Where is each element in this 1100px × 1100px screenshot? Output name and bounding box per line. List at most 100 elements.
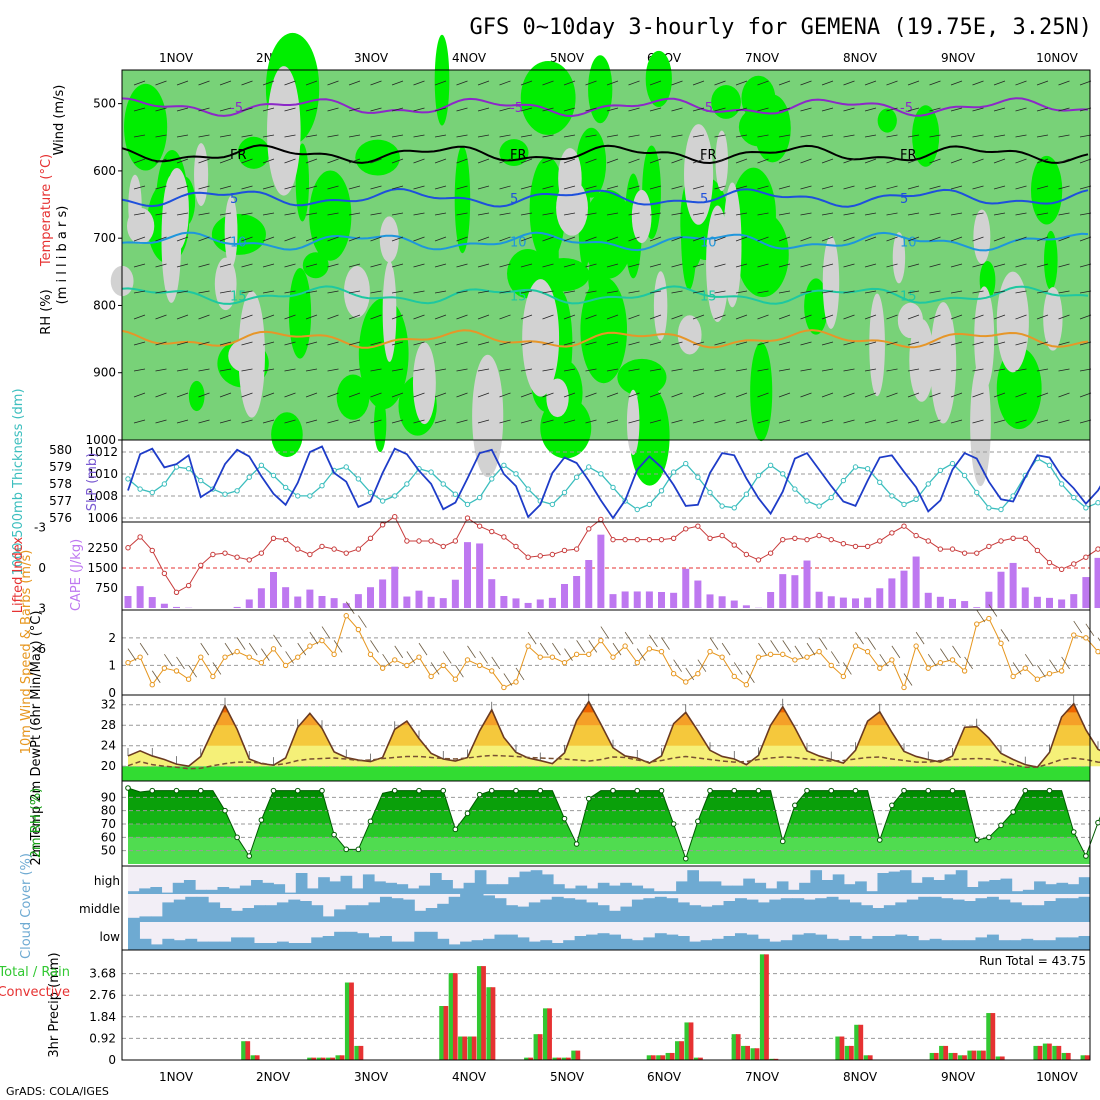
wind-barb — [800, 134, 812, 138]
cloud-bar — [128, 891, 140, 894]
wind-barb — [305, 341, 318, 346]
wind-barb — [1058, 134, 1070, 138]
rh-dry-patch — [892, 232, 906, 284]
chart-title: GFS 0~10day 3-hourly for GEMENA (19.75E,… — [469, 15, 1092, 40]
cloud-bar — [743, 878, 755, 894]
wind-barb — [1079, 236, 1092, 242]
rh-point — [755, 787, 762, 794]
rh-moist-patch — [645, 50, 672, 108]
slp-tick-label: 1008 — [87, 489, 118, 503]
cloud-bar — [975, 937, 988, 950]
wind-barb — [800, 80, 812, 86]
lifted-index-point — [961, 550, 968, 556]
wind-barb — [133, 212, 146, 216]
thickness-point — [598, 471, 604, 477]
wind-barb — [456, 392, 468, 398]
lifted-index-point — [864, 543, 871, 550]
wind-barb — [649, 185, 662, 190]
wind-barb-10m — [588, 640, 598, 653]
wind-barb — [284, 236, 296, 242]
rh-moist-patch — [580, 276, 628, 384]
wind-barb — [198, 341, 210, 346]
wind-barb — [219, 392, 232, 398]
date-tick-bottom: 10NOV — [1036, 1070, 1078, 1084]
rh-point — [585, 795, 592, 802]
wind-barb-10m — [867, 637, 876, 650]
cape-bar — [900, 570, 908, 608]
pressure-tick-label: 600 — [93, 164, 116, 178]
slp-tick-label: 1006 — [87, 511, 118, 525]
wind-barb — [907, 212, 920, 216]
thickness-point — [925, 481, 931, 487]
isotherm-label: -5 — [510, 101, 523, 116]
cloud-bar — [485, 884, 498, 894]
wind-barb — [929, 314, 941, 320]
thickness-point — [137, 486, 143, 492]
cloud-bar — [689, 905, 702, 922]
rh-moist-patch — [358, 298, 409, 410]
wind-speed-point — [634, 659, 640, 666]
wind-barb — [864, 134, 877, 138]
wind-barb — [499, 368, 511, 372]
wind-barb — [821, 107, 834, 112]
cloud-bar — [620, 938, 633, 950]
precip-convective-bar — [490, 987, 496, 1060]
thickness-point — [185, 466, 192, 472]
wind-barb — [456, 419, 468, 424]
pressure-tick-label: 500 — [93, 97, 116, 111]
wind-barb — [886, 290, 898, 294]
rh-point — [1083, 853, 1089, 859]
cloud-bar — [895, 934, 908, 950]
wind-barb — [778, 212, 791, 216]
precip-convective-bar — [764, 954, 769, 1060]
wind-barb — [520, 158, 533, 164]
cloud-bar — [265, 905, 278, 922]
precip-total-bar — [976, 1050, 983, 1060]
rh-moist-patch — [629, 386, 670, 486]
wind-barb — [563, 392, 576, 398]
cloud-bar — [334, 931, 347, 950]
wind-barb — [950, 290, 963, 294]
cape-bar — [342, 603, 350, 608]
thickness-point — [864, 466, 871, 472]
wind-barb — [563, 236, 576, 242]
footer-credit: GrADS: COLA/IGES — [6, 1085, 109, 1098]
wind-barb — [735, 392, 748, 398]
wind-barb — [198, 107, 210, 112]
wind-barb — [434, 236, 447, 242]
cloud-bar — [284, 892, 297, 894]
wind-barb — [735, 236, 748, 242]
wind-barb — [843, 236, 855, 242]
precip-total-bar — [561, 1057, 568, 1060]
wind-barb — [692, 236, 705, 242]
precip-convective-bar — [471, 1036, 477, 1060]
wind-barb — [241, 236, 253, 242]
wind-barb — [499, 392, 511, 398]
thickness-point — [646, 501, 653, 508]
precip-convective-bar — [990, 1013, 996, 1060]
wind-barb — [993, 80, 1006, 86]
rh-point — [197, 787, 204, 794]
wind-barb — [778, 158, 791, 164]
slp-tick-label: 1012 — [87, 445, 118, 459]
thickness-point — [792, 486, 798, 492]
wind-barb — [800, 185, 812, 190]
wind-barb — [348, 341, 361, 346]
wind-barb — [1015, 341, 1027, 346]
wind-tick-label: 2 — [108, 631, 116, 645]
cloud-bar — [754, 882, 767, 894]
rh-moist-patch — [750, 342, 773, 442]
wind-barb — [864, 392, 877, 398]
wind-barb-10m — [855, 631, 864, 645]
lifted-index-point — [622, 536, 628, 543]
cloud-bar — [564, 888, 576, 894]
wind-barb-10m — [721, 642, 731, 656]
wind-barb — [1058, 368, 1070, 372]
lifted-index-point — [331, 546, 337, 552]
wind-barb — [907, 107, 920, 112]
wind-barb — [1079, 314, 1092, 320]
lifted-index-point — [658, 536, 665, 543]
wind-barb-10m — [746, 670, 755, 683]
wind-barb — [628, 341, 640, 346]
wind-barb — [434, 314, 447, 320]
